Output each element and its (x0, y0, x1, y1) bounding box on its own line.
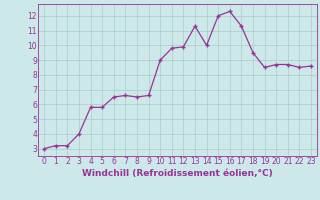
X-axis label: Windchill (Refroidissement éolien,°C): Windchill (Refroidissement éolien,°C) (82, 169, 273, 178)
